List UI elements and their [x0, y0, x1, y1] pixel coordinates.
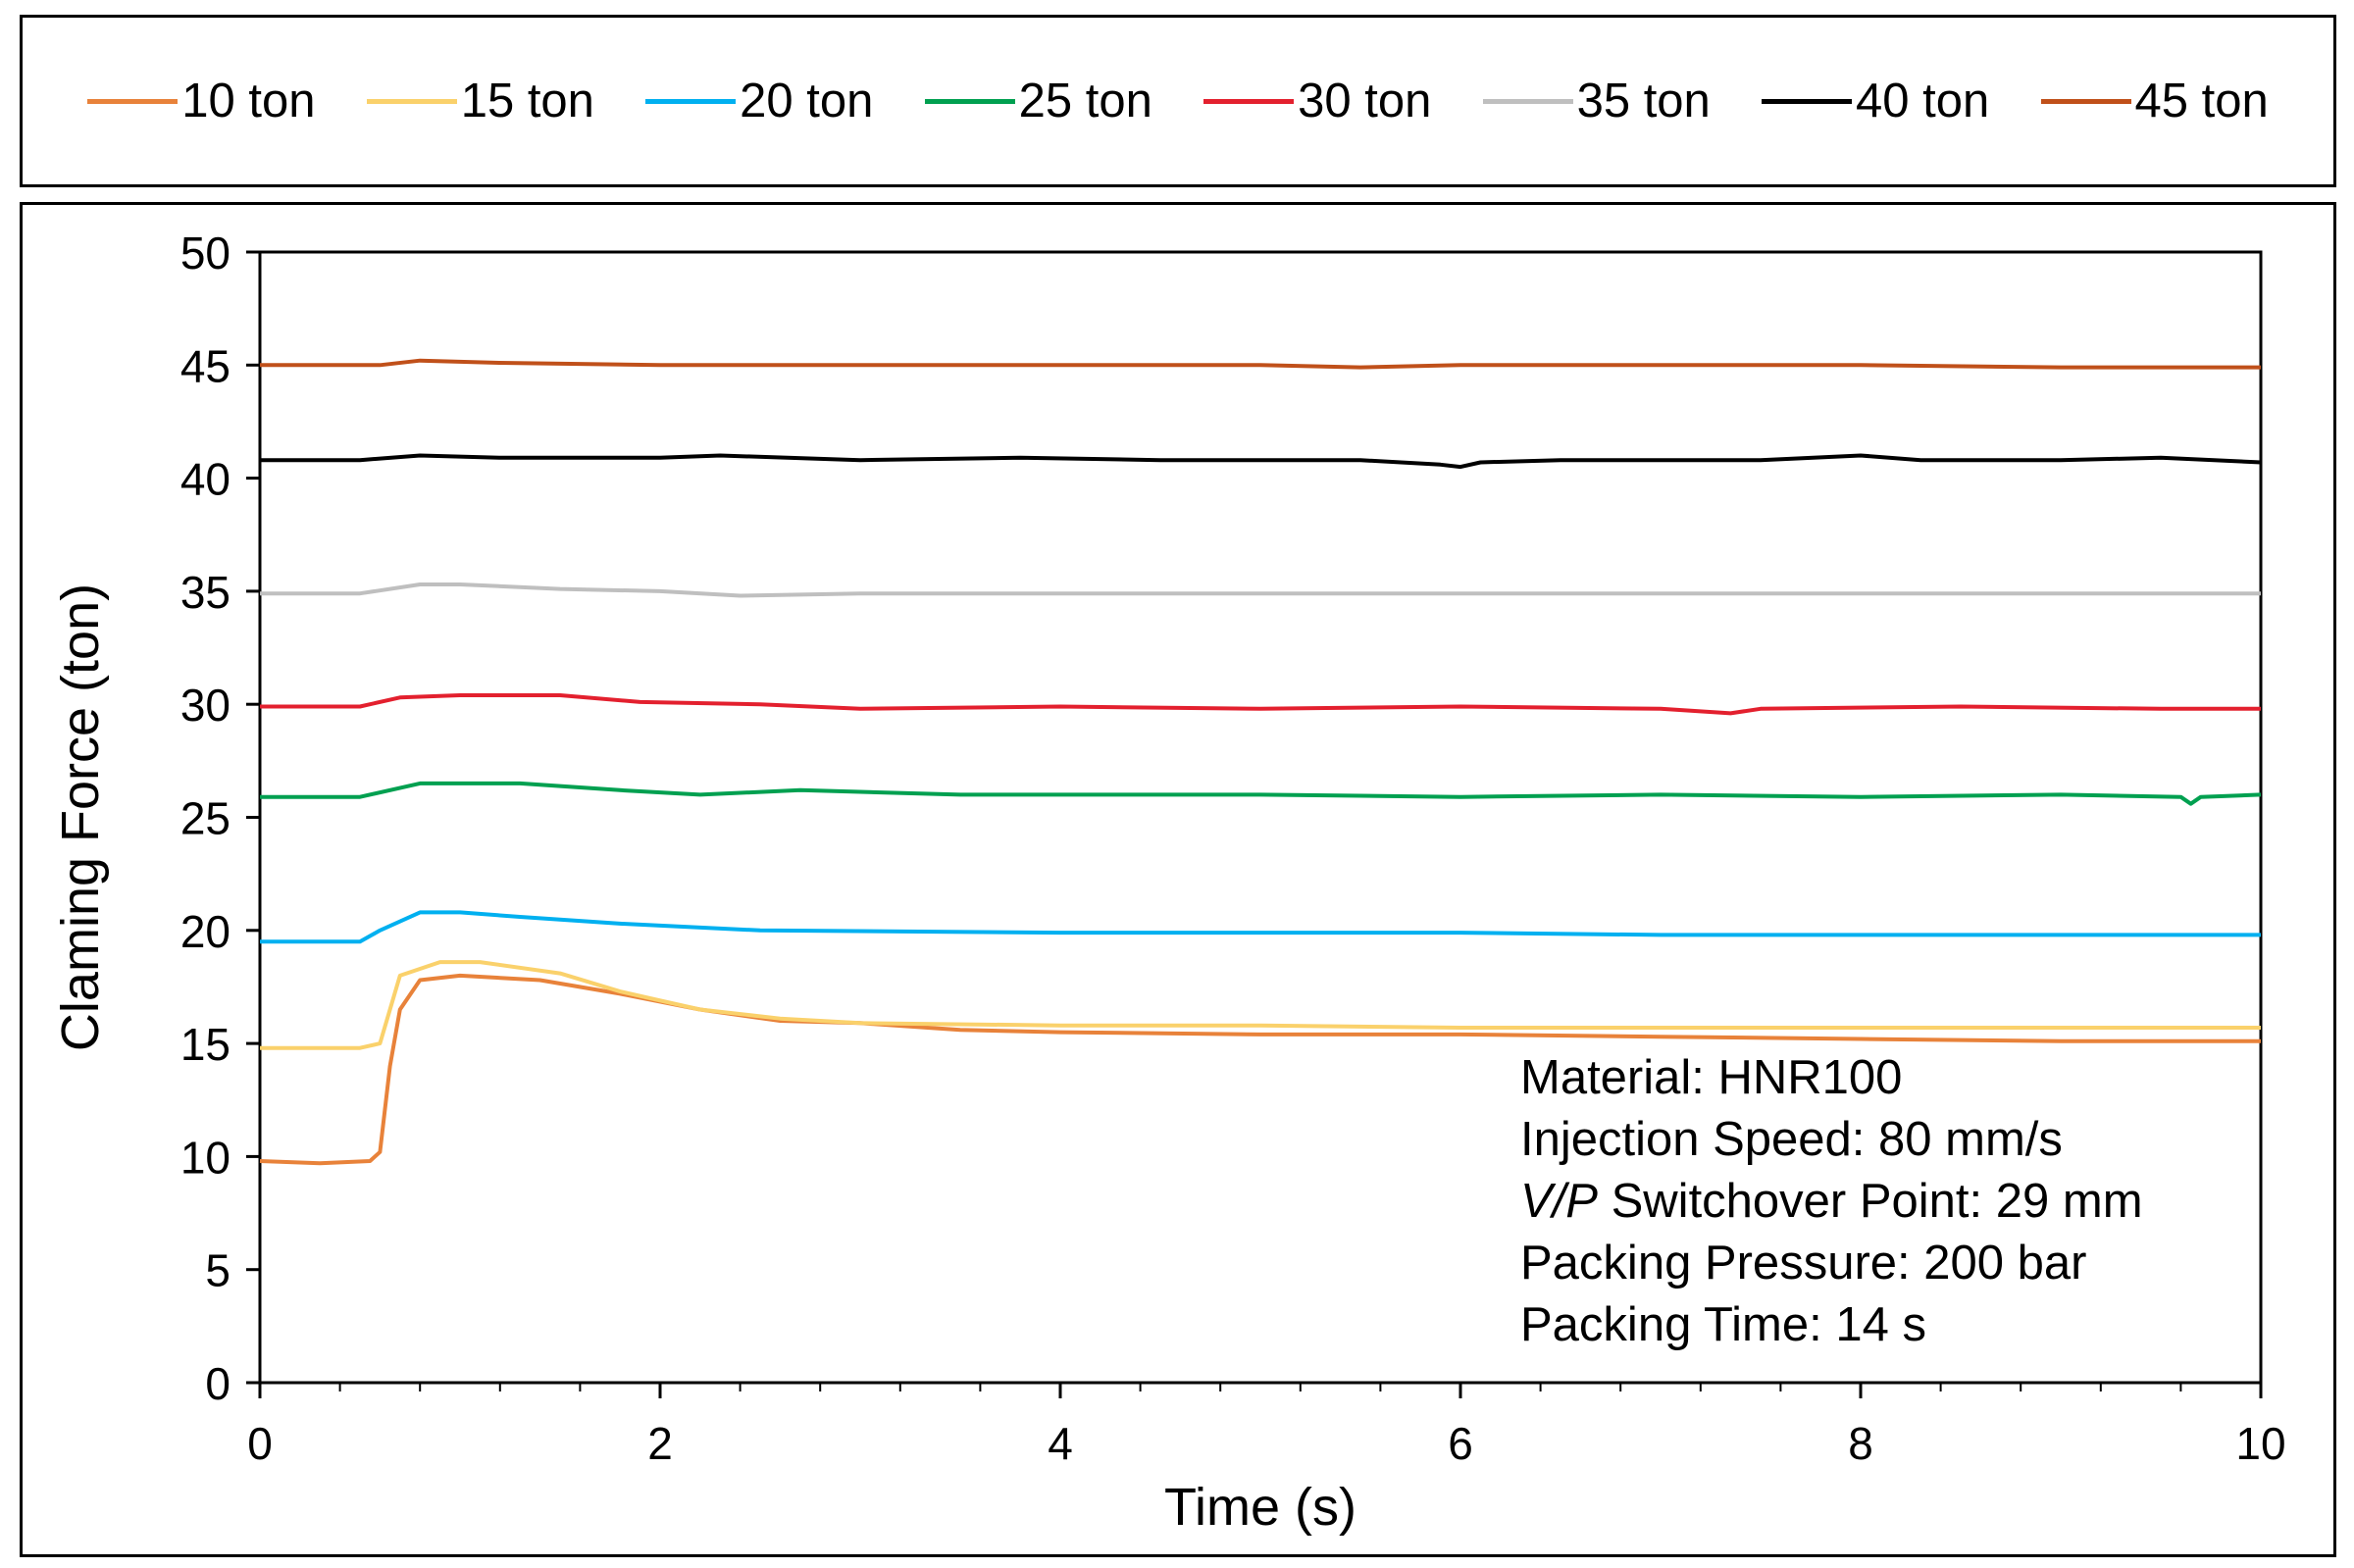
legend-swatch — [1762, 98, 1853, 104]
y-tick-label: 50 — [180, 228, 230, 278]
legend-label: 45 ton — [2134, 75, 2269, 127]
annotation-injection-speed: Injection Speed: 80 mm/s — [1520, 1113, 2063, 1166]
series-line — [260, 960, 2261, 1050]
annotation-switchover-text: Switchover Point: 29 mm — [1611, 1175, 2143, 1228]
series-line — [260, 693, 2261, 716]
legend-swatch — [1203, 98, 1295, 104]
legend-label: 15 ton — [460, 75, 594, 127]
legend-entry: 30 ton — [1203, 74, 1431, 128]
legend-label: 40 ton — [1856, 75, 1990, 127]
legend-label: 25 ton — [1018, 75, 1152, 127]
legend-swatch — [2040, 98, 2131, 104]
x-tick-label: 4 — [1048, 1418, 1073, 1469]
legend-entry: 15 ton — [366, 74, 594, 128]
series-line — [260, 910, 2261, 944]
y-tick-label: 30 — [180, 680, 230, 731]
y-tick-label: 25 — [180, 793, 230, 844]
x-tick-label: 10 — [2235, 1418, 2285, 1469]
x-tick-label: 6 — [1448, 1418, 1473, 1469]
annotation-material: Material: HNR100 — [1520, 1051, 1903, 1104]
y-axis-label: Claming Force (ton) — [51, 583, 110, 1051]
y-tick-label: 5 — [205, 1245, 230, 1296]
legend-swatch — [645, 98, 737, 104]
chart-annotation: Material: HNR100 Injection Speed: 80 mm/… — [1520, 1047, 2143, 1356]
legend-entry: 20 ton — [645, 74, 873, 128]
y-tick-label: 10 — [180, 1132, 230, 1183]
legend-entry: 25 ton — [924, 74, 1152, 128]
legend-label: 10 ton — [181, 75, 316, 127]
series-line — [260, 453, 2262, 470]
annotation-switchover: V/P Switchover Point: 29 mm — [1520, 1171, 2143, 1233]
series-line — [260, 781, 2262, 806]
legend-entry: 35 ton — [1482, 74, 1711, 128]
annotation-packing-pressure: Packing Pressure: 200 bar — [1520, 1237, 2087, 1290]
y-tick-label: 35 — [180, 567, 230, 618]
series-line — [260, 358, 2261, 370]
legend-swatch — [366, 98, 457, 104]
x-tick-label: 8 — [1848, 1418, 1873, 1469]
legend-entry: 10 ton — [87, 74, 315, 128]
annotation-packing-time: Packing Time: 14 s — [1520, 1298, 1926, 1351]
y-tick-label: 0 — [205, 1358, 230, 1409]
x-tick-label: 0 — [247, 1418, 273, 1469]
legend-entry: 40 ton — [1762, 74, 1989, 128]
legend-label: 35 ton — [1576, 75, 1711, 127]
legend: 10 ton 15 ton 20 ton 25 ton 30 ton 35 ton 40 t… — [20, 15, 2336, 187]
y-tick-label: 20 — [180, 906, 230, 957]
plot-frame — [20, 202, 2336, 1557]
legend-label: 20 ton — [740, 75, 874, 127]
series-line — [260, 582, 2261, 598]
legend-swatch — [1482, 98, 1573, 104]
legend-row: 10 ton 15 ton 20 ton 25 ton 30 ton 35 ton 40 t… — [23, 18, 2333, 184]
legend-swatch — [924, 98, 1015, 104]
x-tick-label: 2 — [647, 1418, 673, 1469]
y-tick-label: 40 — [180, 454, 230, 505]
annotation-vp-italic: V/P — [1520, 1175, 1598, 1228]
x-axis-label: Time (s) — [1164, 1478, 1356, 1537]
legend-swatch — [87, 98, 179, 104]
legend-label: 30 ton — [1298, 75, 1432, 127]
y-tick-label: 15 — [180, 1019, 230, 1070]
y-tick-label: 45 — [180, 340, 230, 391]
legend-entry: 45 ton — [2040, 74, 2269, 128]
